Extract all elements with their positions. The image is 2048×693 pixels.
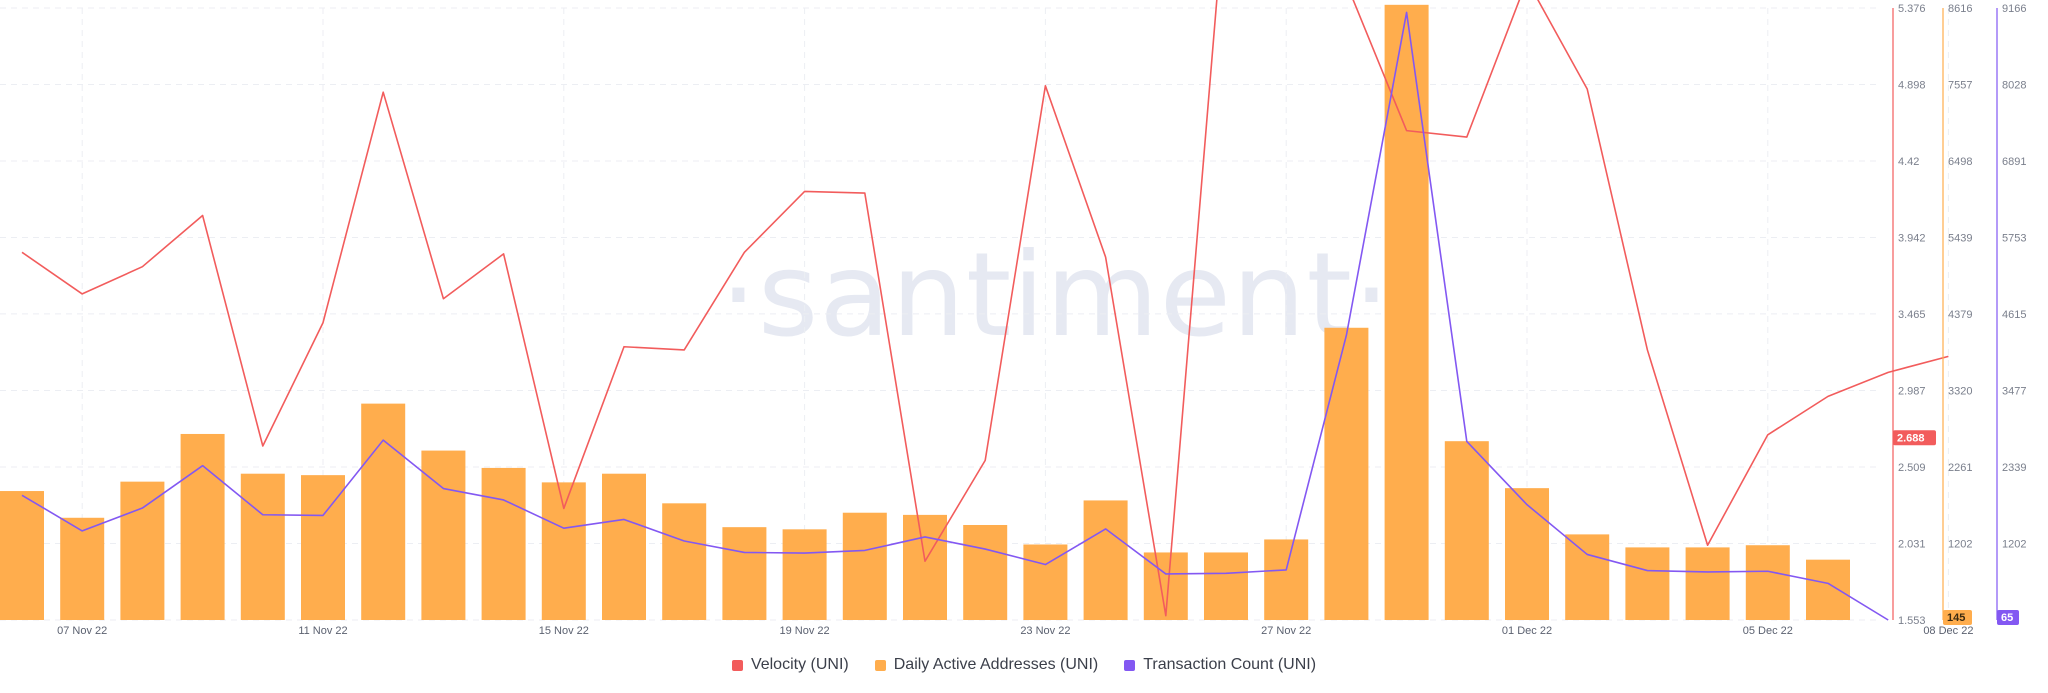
badge-velocity-bg [1893,430,1936,446]
bar-daa-3 [180,433,225,620]
bar-daa-4 [240,473,285,620]
x-tick-label-7: 05 Dec 22 [1743,625,1793,637]
y-tick-label-daa-3: 5439 [1948,233,1972,245]
badge-tx: 65 [2001,612,2013,624]
legend-item-transaction-count[interactable]: Transaction Count (UNI) [1124,656,1316,674]
y-tick-label-velocity-7: 2.031 [1898,538,1926,550]
line-velocity [21,0,1949,617]
x-tick-label-4: 23 Nov 22 [1020,625,1070,637]
bar-daa-28 [1685,547,1730,620]
y-tick-label-velocity-1: 4.898 [1898,80,1926,92]
legend-item-velocity[interactable]: Velocity (UNI) [731,656,849,674]
bar-daa-23 [1384,4,1429,620]
bar-daa-16 [963,524,1008,620]
x-tick-label-8: 08 Dec 22 [1923,625,1973,637]
y-tick-label-velocity-2: 4.42 [1898,156,1919,168]
bar-daa-8 [481,467,526,620]
current-value-badges: 2.688 145 65 [1893,430,2019,625]
bar-daa-13 [782,529,827,620]
bar-daa-14 [842,512,887,620]
bar-daa-6 [361,403,406,620]
x-tick-label-5: 27 Nov 22 [1261,625,1311,637]
bar-daa-21 [1264,539,1309,620]
y-tick-label-daa-7: 1202 [1948,539,1972,551]
y-tick-label-tx-7: 1202 [2002,539,2026,551]
legend-label-daily-active-addresses: Daily Active Addresses (UNI) [893,656,1099,673]
y-axes: 5.376 4.898 4.42 3.942 3.465 2.987 2.509 2.031 1… [1892,3,2026,627]
y-tick-label-daa-0: 8616 [1948,3,1972,15]
bar-daa-2 [120,481,165,620]
y-tick-label-tx-4: 4615 [2002,309,2026,321]
legend-swatch-velocity [731,659,743,671]
y-tick-label-daa-1: 7557 [1948,80,1972,92]
bar-daa-15 [903,514,947,620]
x-tick-label-6: 01 Dec 22 [1502,625,1552,637]
bar-daa-7 [421,450,466,620]
y-tick-label-velocity-8: 1.553 [1898,615,1926,627]
bar-daa-29 [1745,545,1790,620]
x-axis: 07 Nov 22 11 Nov 22 15 Nov 22 19 Nov 22 23 N… [57,625,1973,637]
legend-item-daily-active-addresses[interactable]: Daily Active Addresses (UNI) [874,656,1099,674]
legend-label-velocity: Velocity (UNI) [750,656,849,673]
bar-daa-27 [1625,547,1670,620]
y-tick-label-daa-2: 6498 [1948,156,1972,168]
bar-daa-9 [541,482,586,620]
bar-daa-17 [1023,544,1068,620]
legend-swatch-daily-active-addresses [874,659,886,671]
legend: Velocity (UNI) Daily Active Addresses (U… [0,656,2048,674]
legend-swatch-transaction-count [1124,659,1136,671]
y-tick-label-daa-4: 4379 [1948,309,1972,321]
x-tick-label-1: 11 Nov 22 [298,625,347,637]
y-tick-label-velocity-3: 3.942 [1898,233,1926,245]
bar-daa-24 [1444,441,1489,620]
x-tick-label-3: 19 Nov 22 [780,625,830,637]
badge-daa: 145 [1947,612,1965,624]
lines [21,0,1949,621]
y-tick-label-velocity-0: 5.376 [1898,3,1926,15]
y-tick-label-velocity-5: 2.987 [1898,385,1926,397]
bar-daa-18 [1083,500,1128,620]
y-tick-label-tx-0: 9166 [2002,3,2026,15]
x-tick-label-2: 15 Nov 22 [539,625,589,637]
badge-tx-bg [1997,610,2019,625]
bar-daa-5 [301,475,345,620]
y-tick-label-tx-3: 5753 [2002,233,2026,245]
bars-daily-active-addresses [0,4,1850,620]
legend-label-transaction-count: Transaction Count (UNI) [1143,656,1317,673]
y-tick-label-velocity-4: 3.465 [1898,309,1926,321]
y-tick-label-tx-6: 2339 [2002,462,2026,474]
bar-daa-10 [602,473,646,620]
line-transaction-count [21,11,1889,621]
y-tick-label-velocity-6: 2.509 [1898,462,1926,474]
badge-daa-bg [1943,610,1972,625]
bar-daa-25 [1505,488,1549,620]
y-tick-label-daa-5: 3320 [1948,386,1972,398]
y-tick-label-tx-5: 3477 [2002,386,2026,398]
badge-velocity: 2.688 [1897,432,1925,444]
x-tick-label-0: 07 Nov 22 [57,625,107,637]
bar-daa-11 [662,503,707,620]
y-tick-label-daa-6: 2261 [1948,462,1972,474]
y-tick-label-tx-1: 8028 [2002,80,2026,92]
bar-daa-26 [1565,534,1610,620]
bar-daa-20 [1204,552,1248,620]
bar-daa-12 [722,527,767,620]
bar-daa-30 [1806,559,1850,620]
bar-daa-0 [0,491,44,620]
bar-daa-1 [60,517,105,620]
bar-daa-22 [1324,327,1369,620]
y-tick-label-tx-2: 6891 [2002,156,2026,168]
